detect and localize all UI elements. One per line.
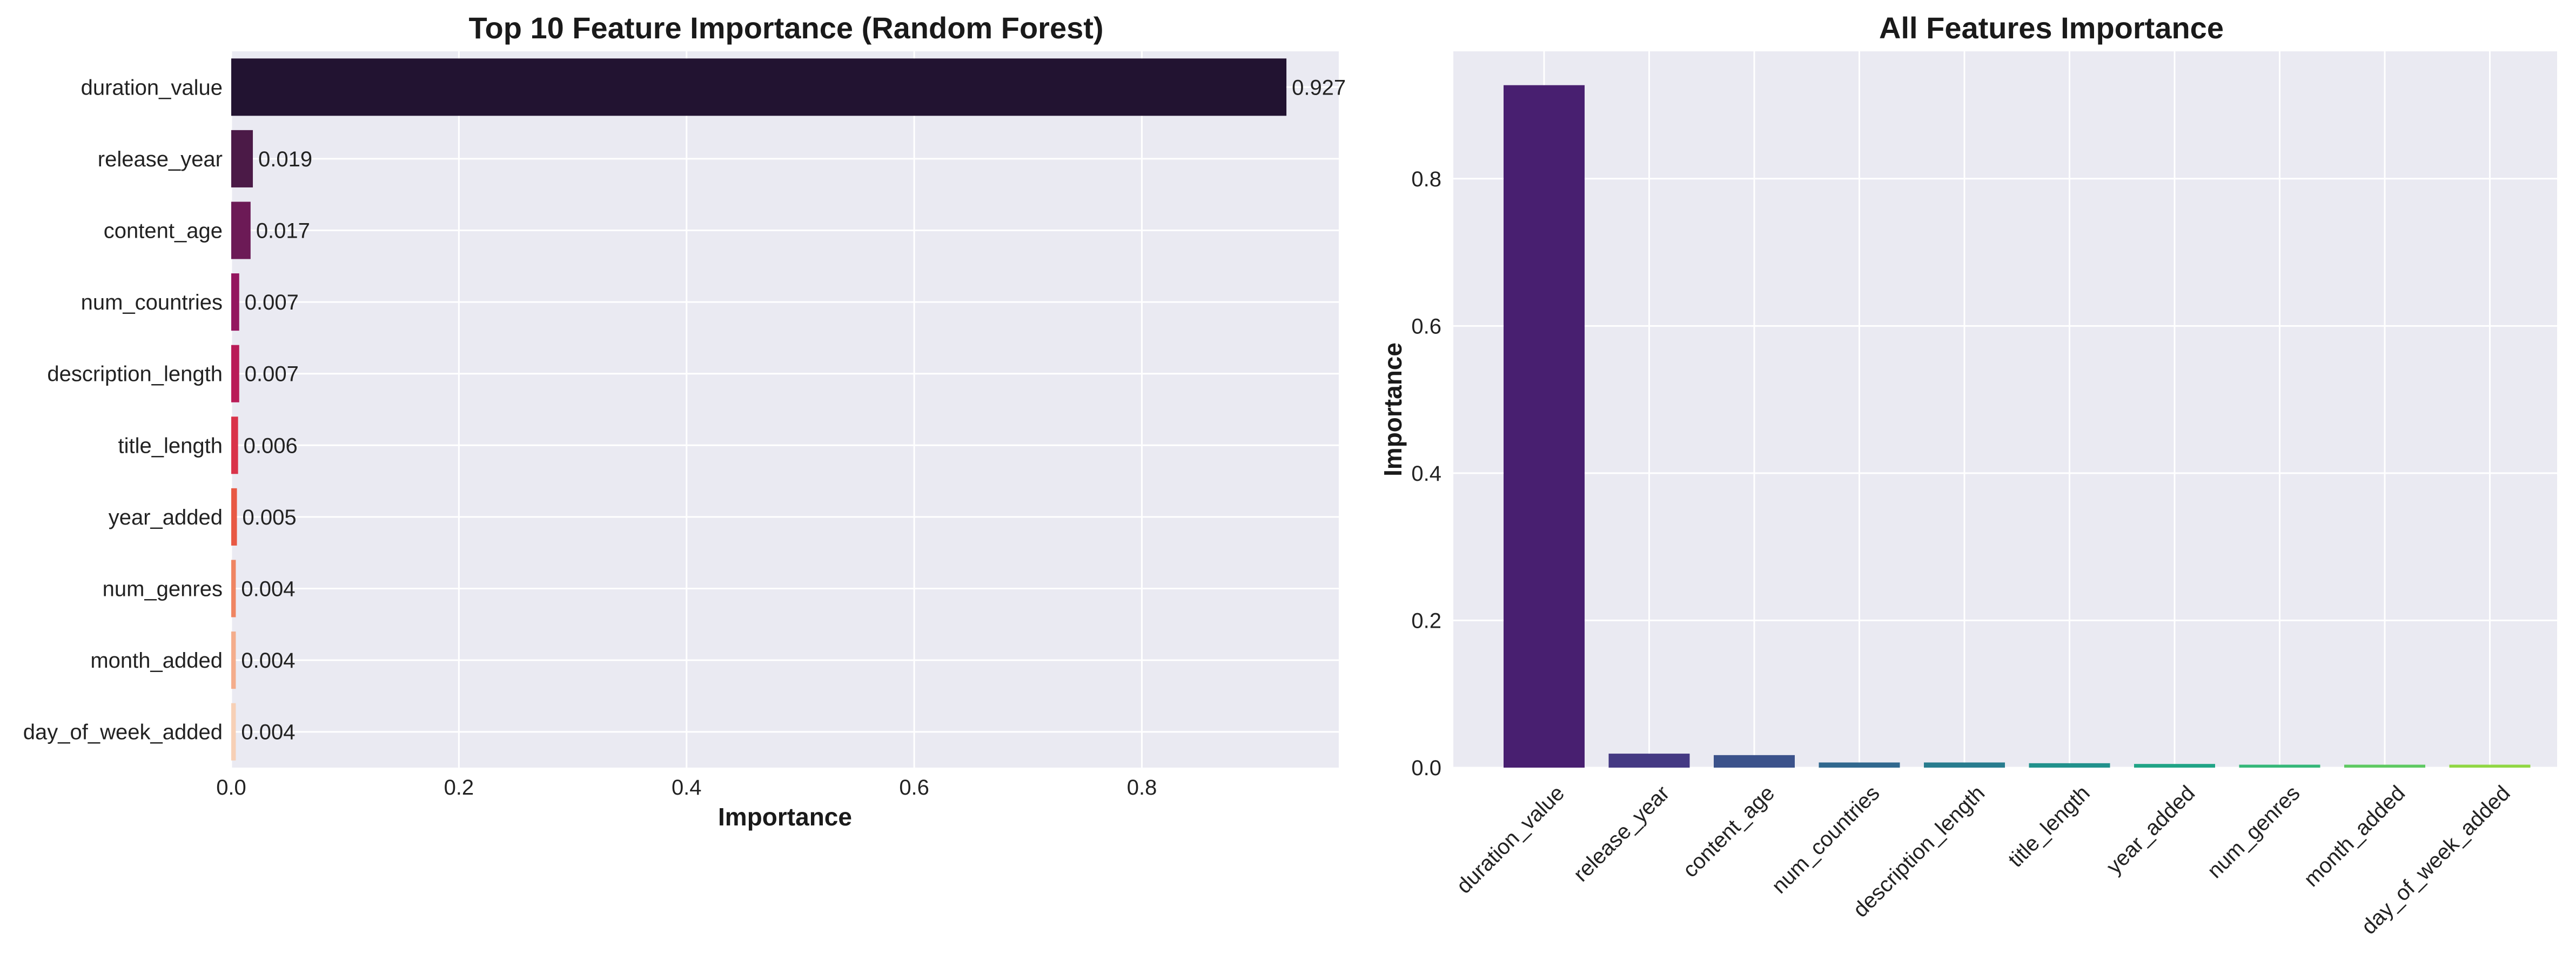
left-data-label: 0.006 bbox=[244, 434, 298, 458]
left-category-label: description_length bbox=[47, 362, 223, 386]
left-category-label: num_genres bbox=[103, 577, 223, 601]
right-bar-num-countries bbox=[1819, 762, 1900, 768]
left-bar-num-countries bbox=[231, 273, 239, 331]
left-bar-release-year bbox=[231, 130, 253, 187]
left-bar-month-added bbox=[231, 631, 236, 689]
right-y-tick-label: 0.6 bbox=[1411, 314, 1441, 338]
left-x-tick-label: 0.0 bbox=[216, 776, 246, 800]
left-category-label: duration_value bbox=[81, 76, 223, 99]
left-data-label: 0.927 bbox=[1292, 76, 1346, 99]
left-x-tick-label: 0.6 bbox=[899, 776, 929, 800]
right-bars bbox=[1504, 85, 2531, 768]
left-data-label: 0.019 bbox=[258, 147, 312, 171]
left-data-label: 0.007 bbox=[245, 362, 299, 386]
left-category-label: num_countries bbox=[81, 291, 223, 314]
left-bar-num-genres bbox=[231, 560, 236, 617]
right-category-label: year_added bbox=[2102, 781, 2200, 879]
right-bar-day-of-week-added bbox=[2449, 764, 2531, 768]
left-category-label: year_added bbox=[109, 506, 223, 529]
right-bar-year-added bbox=[2134, 764, 2215, 768]
right-bar-description-length bbox=[1924, 762, 2005, 768]
left-plot-area bbox=[231, 51, 1339, 768]
right-bar-duration-value bbox=[1504, 85, 1585, 768]
left-category-label: month_added bbox=[90, 649, 223, 673]
feature-importance-horizontal-bar-chart: Top 10 Feature Importance (Random Forest… bbox=[23, 11, 1346, 831]
right-bar-num-genres bbox=[2239, 764, 2320, 768]
right-chart-title: All Features Importance bbox=[1879, 11, 2224, 45]
left-x-tick-labels: 0.0 0.2 0.4 0.6 0.8 bbox=[216, 776, 1157, 800]
right-y-tick-label: 0.0 bbox=[1411, 756, 1441, 780]
left-bar-year-added bbox=[231, 488, 237, 546]
right-plot-area bbox=[1453, 51, 2557, 768]
right-category-label: month_added bbox=[2299, 781, 2410, 891]
left-category-label: title_length bbox=[118, 434, 223, 458]
left-bars: 0.927 0.019 0.017 0.007 0.007 0.006 0.005 0.004… bbox=[231, 58, 1346, 761]
right-category-labels: duration_value release_year content_agenum… bbox=[1452, 781, 2514, 939]
right-category-label: duration_value bbox=[1452, 781, 1569, 898]
left-data-label: 0.007 bbox=[245, 291, 299, 314]
all-features-vertical-bar-chart: All Features Importance 0.00.20.40.60.8 … bbox=[1379, 11, 2557, 939]
left-bar-duration-value bbox=[231, 58, 1287, 116]
left-category-labels: duration_value release_year content_agenum… bbox=[23, 76, 223, 744]
left-x-tick-label: 0.8 bbox=[1127, 776, 1157, 800]
left-data-label: 0.017 bbox=[256, 219, 310, 243]
left-gridlines bbox=[230, 51, 1339, 768]
right-y-tick-label: 0.4 bbox=[1411, 462, 1441, 486]
right-bar-month-added bbox=[2344, 764, 2425, 768]
left-x-tick-label: 0.2 bbox=[444, 776, 474, 800]
right-bar-release-year bbox=[1608, 754, 1690, 768]
left-bar-day-of-week-added bbox=[231, 703, 236, 761]
right-y-axis-label: Importance bbox=[1379, 342, 1407, 476]
right-bar-title-length bbox=[2029, 763, 2110, 768]
left-data-label: 0.004 bbox=[241, 577, 295, 601]
right-bar-content-age bbox=[1714, 755, 1795, 768]
left-x-axis-label: Importance bbox=[718, 803, 852, 831]
left-category-label: content_age bbox=[104, 219, 223, 243]
left-x-tick-label: 0.4 bbox=[672, 776, 702, 800]
right-category-label: content_age bbox=[1678, 781, 1779, 882]
left-bar-title-length bbox=[231, 416, 238, 474]
right-category-label: release_year bbox=[1569, 781, 1674, 886]
right-y-tick-labels: 0.0 0.2 0.4 0.6 0.8 bbox=[1411, 167, 1441, 780]
right-y-tick-label: 0.8 bbox=[1411, 167, 1441, 191]
right-y-tick-label: 0.2 bbox=[1411, 609, 1441, 633]
right-category-label: title_length bbox=[2004, 781, 2095, 872]
right-category-label: num_countries bbox=[1767, 781, 1884, 898]
left-bar-content-age bbox=[231, 201, 251, 259]
left-category-label: release_year bbox=[98, 147, 223, 171]
left-data-label: 0.004 bbox=[241, 721, 295, 744]
left-category-label: day_of_week_added bbox=[23, 721, 223, 744]
left-data-label: 0.005 bbox=[243, 506, 297, 529]
left-chart-title: Top 10 Feature Importance (Random Forest… bbox=[468, 11, 1103, 45]
left-data-label: 0.004 bbox=[241, 649, 295, 673]
left-bar-description-length bbox=[231, 345, 239, 402]
right-category-label: num_genres bbox=[2203, 781, 2304, 883]
